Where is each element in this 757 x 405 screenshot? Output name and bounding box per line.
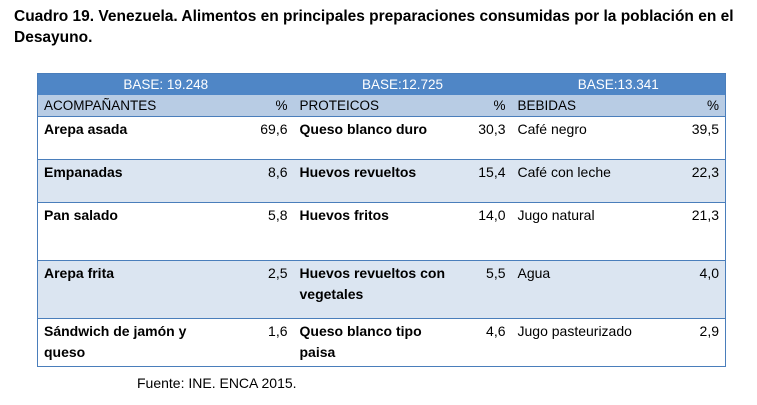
acompanante-pct-cell: 5,8: [231, 202, 294, 261]
base-bebidas: BASE:13.341: [511, 73, 726, 95]
column-header-row: ACOMPAÑANTES % PROTEICOS % BEBIDAS %: [37, 95, 726, 117]
bebida-cell: Agua: [511, 260, 656, 319]
proteico-pct-cell: 15,4: [463, 159, 512, 203]
proteico-cell: Huevos revueltos con vegetales: [293, 260, 464, 319]
proteico-pct-cell: 4,6: [463, 318, 512, 367]
table-row: Arepa asada 69,6 Queso blanco duro 30,3 …: [37, 116, 726, 160]
source-note: Fuente: INE. ENCA 2015.: [137, 375, 297, 391]
bebida-cell: Jugo natural: [511, 202, 656, 261]
bebida-pct-cell: 22,3: [655, 159, 726, 203]
proteico-cell: Huevos revueltos: [293, 159, 464, 203]
bebida-pct-cell: 2,9: [655, 318, 726, 367]
proteico-cell: Huevos fritos: [293, 202, 464, 261]
bebida-pct-cell: 39,5: [655, 116, 726, 160]
header-acompanantes-pct: %: [231, 95, 294, 117]
bebida-pct-cell: 21,3: [655, 202, 726, 261]
bebida-cell: Jugo pasteurizado: [511, 318, 656, 367]
acompanante-pct-cell: 8,6: [231, 159, 294, 203]
proteico-pct-cell: 5,5: [463, 260, 512, 319]
table-row: Arepa frita 2,5 Huevos revueltos con veg…: [37, 260, 726, 319]
table-row: Sándwich de jamón y queso 1,6 Queso blan…: [37, 318, 726, 367]
acompanante-cell: Arepa asada: [37, 116, 232, 160]
table-row: Empanadas 8,6 Huevos revueltos 15,4 Café…: [37, 159, 726, 203]
acompanante-cell: Sándwich de jamón y queso: [37, 318, 232, 367]
header-proteicos: PROTEICOS: [293, 95, 464, 117]
bebida-cell: Café negro: [511, 116, 656, 160]
header-proteicos-pct: %: [463, 95, 512, 117]
header-bebidas: BEBIDAS: [511, 95, 656, 117]
proteico-pct-cell: 30,3: [463, 116, 512, 160]
acompanante-pct-cell: 1,6: [231, 318, 294, 367]
base-proteicos: BASE:12.725: [293, 73, 512, 95]
acompanante-pct-cell: 69,6: [231, 116, 294, 160]
base-acompanantes: BASE: 19.248: [37, 73, 294, 95]
breakfast-foods-table: BASE: 19.248 BASE:12.725 BASE:13.341 ACO…: [37, 73, 726, 367]
acompanante-cell: Empanadas: [37, 159, 232, 203]
acompanante-cell: Arepa frita: [37, 260, 232, 319]
table-row: Pan salado 5,8 Huevos fritos 14,0 Jugo n…: [37, 202, 726, 261]
bebida-cell: Café con leche: [511, 159, 656, 203]
proteico-pct-cell: 14,0: [463, 202, 512, 261]
header-acompanantes: ACOMPAÑANTES: [37, 95, 232, 117]
proteico-cell: Queso blanco tipo paisa: [293, 318, 464, 367]
header-bebidas-pct: %: [655, 95, 726, 117]
acompanante-pct-cell: 2,5: [231, 260, 294, 319]
table-caption: Cuadro 19. Venezuela. Alimentos en princ…: [14, 8, 734, 46]
bebida-pct-cell: 4,0: [655, 260, 726, 319]
acompanante-cell: Pan salado: [37, 202, 232, 261]
proteico-cell: Queso blanco duro: [293, 116, 464, 160]
base-row: BASE: 19.248 BASE:12.725 BASE:13.341: [37, 73, 726, 95]
